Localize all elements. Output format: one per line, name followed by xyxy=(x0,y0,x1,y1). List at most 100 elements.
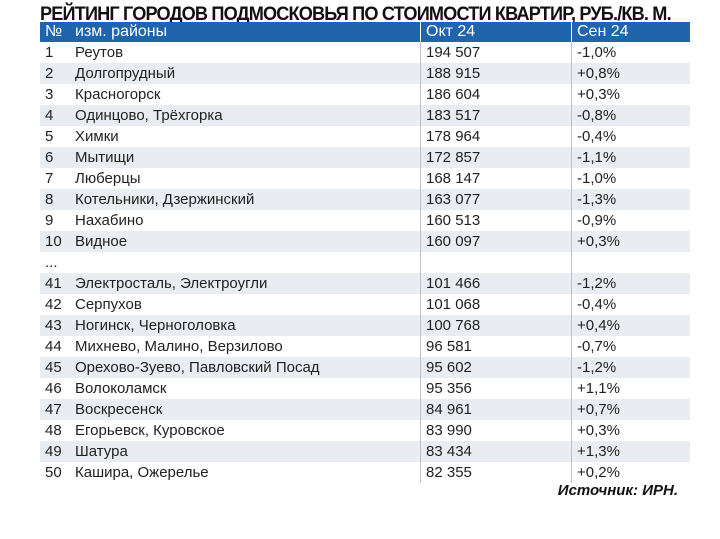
cell-num: 8 xyxy=(40,189,70,210)
cell-num: 3 xyxy=(45,86,54,103)
header-name: изм. районы xyxy=(70,22,421,42)
table-row: 41 Электросталь, Электроугли 101 466 -1,2% xyxy=(40,273,690,294)
header-oct: Окт 24 xyxy=(420,22,572,42)
cell-oct: 95 356 xyxy=(420,378,572,399)
header-row: № изм. районы Окт 24 Сен 24 xyxy=(40,22,690,42)
cell-oct: 160 513 xyxy=(420,210,572,231)
cell-sep: +0,7% xyxy=(571,399,690,420)
cell-oct: 163 077 xyxy=(420,189,572,210)
cell-sep xyxy=(571,252,690,273)
cell-name: Кашира, Ожерелье xyxy=(75,464,209,481)
cell-name: Долгопрудный xyxy=(70,63,421,84)
cell-sep: +0,3% xyxy=(571,420,690,441)
cell-name: Одинцово, Трёхгорка xyxy=(70,105,421,126)
cell-num: 4 xyxy=(40,105,70,126)
cell-num: ... xyxy=(45,254,58,271)
cell-sep: -1,0% xyxy=(571,42,690,63)
cell-sep: -1,3% xyxy=(571,189,690,210)
cell-name: Нахабино xyxy=(75,212,144,229)
cell-oct: 101 068 xyxy=(420,294,572,315)
cell-num: 2 xyxy=(40,63,70,84)
cell-num: 6 xyxy=(40,147,70,168)
cell-sep: +1,3% xyxy=(571,441,690,462)
table-row: 10 Видное 160 097 +0,3% xyxy=(40,231,690,252)
cell-sep: -0,4% xyxy=(571,294,690,315)
table-row: 48 Егорьевск, Куровское 83 990 +0,3% xyxy=(40,420,690,441)
cell-name: Волоколамск xyxy=(75,380,167,397)
cell-num: 10 xyxy=(40,231,70,252)
cell-name: Электросталь, Электроугли xyxy=(70,273,421,294)
table-row: 5 Химки 178 964 -0,4% xyxy=(40,126,690,147)
cell-name: Красногорск xyxy=(75,86,161,103)
ranking-table: № изм. районы Окт 24 Сен 24 1 Реутов 194 5… xyxy=(40,22,690,483)
cell-sep: +0,3% xyxy=(571,84,690,105)
cell-name: Орехово-Зуево, Павловский Посад xyxy=(70,357,421,378)
cell-num: 5 xyxy=(45,128,54,145)
table-title: РЕЙТИНГ ГОРОДОВ ПОДМОСКОВЬЯ ПО СТОИМОСТИ… xyxy=(40,3,672,25)
cell-name: Люберцы xyxy=(75,170,141,187)
cell-sep: +0,2% xyxy=(571,462,690,483)
cell-sep: +0,4% xyxy=(571,315,690,336)
cell-name: Егорьевск, Куровское xyxy=(75,422,225,439)
cell-oct: 101 466 xyxy=(420,273,572,294)
cell-oct: 183 517 xyxy=(420,105,572,126)
cell-sep: -0,4% xyxy=(571,126,690,147)
table-row: 50 Кашира, Ожерелье 82 355 +0,2% xyxy=(40,462,690,483)
cell-name xyxy=(70,252,421,273)
cell-oct: 96 581 xyxy=(420,336,572,357)
cell-num: 9 xyxy=(45,212,54,229)
cell-oct: 168 147 xyxy=(420,168,572,189)
cell-oct: 178 964 xyxy=(420,126,572,147)
cell-sep: -1,2% xyxy=(571,357,690,378)
table-row: ... xyxy=(40,252,690,273)
table-row: 6 Мытищи 172 857 -1,1% xyxy=(40,147,690,168)
cell-oct: 188 915 xyxy=(420,63,572,84)
cell-num: 45 xyxy=(40,357,70,378)
cell-name: Реутов xyxy=(75,44,124,61)
table-row: 43 Ногинск, Черноголовка 100 768 +0,4% xyxy=(40,315,690,336)
cell-name: Серпухов xyxy=(75,296,142,313)
cell-name: Мытищи xyxy=(70,147,421,168)
cell-oct: 194 507 xyxy=(420,42,572,63)
table-row: 4 Одинцово, Трёхгорка 183 517 -0,8% xyxy=(40,105,690,126)
cell-oct: 83 990 xyxy=(420,420,572,441)
cell-num: 7 xyxy=(45,170,54,187)
cell-oct: 100 768 xyxy=(420,315,572,336)
table-row: 49 Шатура 83 434 +1,3% xyxy=(40,441,690,462)
cell-name: Шатура xyxy=(70,441,421,462)
table-row: 9 Нахабино 160 513 -0,9% xyxy=(40,210,690,231)
cell-num: 44 xyxy=(45,338,62,355)
cell-oct: 172 857 xyxy=(420,147,572,168)
cell-sep: -1,1% xyxy=(571,147,690,168)
cell-num: 41 xyxy=(40,273,70,294)
cell-sep: -0,8% xyxy=(571,105,690,126)
table-row: 46 Волоколамск 95 356 +1,1% xyxy=(40,378,690,399)
table-row: 2 Долгопрудный 188 915 +0,8% xyxy=(40,63,690,84)
table-row: 3 Красногорск 186 604 +0,3% xyxy=(40,84,690,105)
cell-sep: -0,9% xyxy=(571,210,690,231)
cell-name: Воскресенск xyxy=(70,399,421,420)
cell-sep: +0,3% xyxy=(571,231,690,252)
cell-num: 47 xyxy=(40,399,70,420)
table-row: 44 Михнево, Малино, Верзилово 96 581 -0,7% xyxy=(40,336,690,357)
cell-num: 42 xyxy=(45,296,62,313)
cell-num: 50 xyxy=(45,464,62,481)
cell-oct: 83 434 xyxy=(420,441,572,462)
cell-num: 48 xyxy=(45,422,62,439)
table-row: 47 Воскресенск 84 961 +0,7% xyxy=(40,399,690,420)
cell-oct: 160 097 xyxy=(420,231,572,252)
cell-num: 1 xyxy=(45,44,54,61)
header-sep: Сен 24 xyxy=(571,22,690,42)
cell-oct: 95 602 xyxy=(420,357,572,378)
cell-oct: 186 604 xyxy=(420,84,572,105)
table-row: 42 Серпухов 101 068 -0,4% xyxy=(40,294,690,315)
cell-sep: +0,8% xyxy=(571,63,690,84)
cell-sep: +1,1% xyxy=(571,378,690,399)
cell-name: Ногинск, Черноголовка xyxy=(70,315,421,336)
cell-sep: -0,7% xyxy=(571,336,690,357)
cell-num: 49 xyxy=(40,441,70,462)
header-num: № xyxy=(40,22,70,42)
cell-oct xyxy=(420,252,572,273)
cell-name: Михнево, Малино, Верзилово xyxy=(75,338,283,355)
cell-name: Видное xyxy=(70,231,421,252)
